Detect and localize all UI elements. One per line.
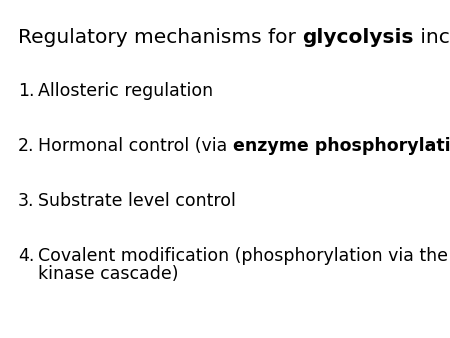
Text: Regulatory mechanisms for: Regulatory mechanisms for (18, 28, 302, 47)
Text: glycolysis: glycolysis (302, 28, 414, 47)
Text: Allosteric regulation: Allosteric regulation (38, 82, 213, 100)
Text: 1.: 1. (18, 82, 35, 100)
Text: 2.: 2. (18, 137, 35, 155)
Text: Substrate level control: Substrate level control (38, 192, 236, 210)
Text: Covalent modification (phosphorylation via the: Covalent modification (phosphorylation v… (38, 247, 448, 265)
Text: kinase cascade): kinase cascade) (38, 265, 179, 283)
Text: Hormonal control (via: Hormonal control (via (38, 137, 233, 155)
Text: include: include (414, 28, 450, 47)
Text: enzyme phosphorylation: enzyme phosphorylation (233, 137, 450, 155)
Text: 4.: 4. (18, 247, 34, 265)
Text: 3.: 3. (18, 192, 35, 210)
